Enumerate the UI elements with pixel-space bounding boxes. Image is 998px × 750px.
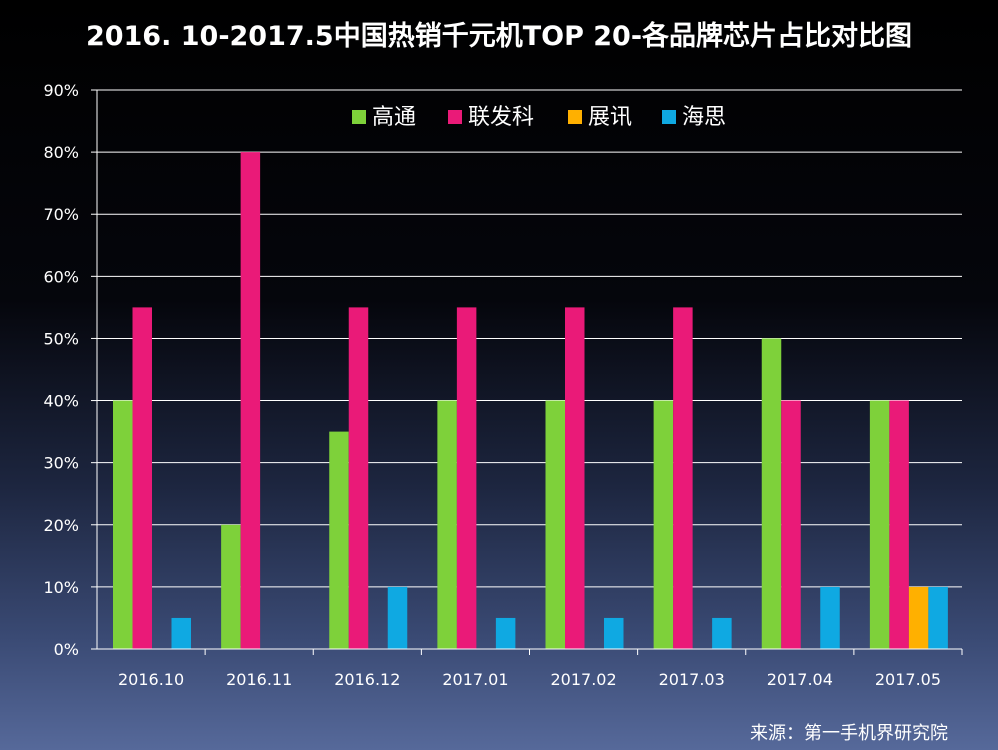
x-tick-label: 2017.05: [875, 670, 941, 689]
bar-2016.10-高通: [113, 400, 133, 649]
legend-label: 联发科: [468, 105, 534, 130]
bar-2017.05-展讯: [908, 586, 929, 649]
y-tick-label: 30%: [43, 454, 79, 473]
y-tick-label: 10%: [43, 578, 79, 597]
x-axis-ticks: 2016.10 2016.11 2016.12 2017.01 2017.02 2017.…: [118, 649, 963, 689]
bar-2017.03-海思: [712, 617, 732, 649]
chart-title: 2016. 10-2017.5中国热销千元机TOP 20-各品牌芯片占比对比图: [85, 21, 913, 52]
x-tick-label: 2017.01: [442, 670, 508, 689]
bar-2017.02-联发科: [565, 307, 585, 649]
bars: [113, 152, 948, 649]
bar-2016.11-联发科: [240, 152, 261, 649]
legend-swatch: [448, 110, 462, 124]
x-tick-label: 2017.04: [767, 670, 833, 689]
y-tick-label: 50%: [43, 329, 79, 348]
legend: 高通 联发科 展讯 海思: [352, 105, 726, 130]
legend-label: 展讯: [588, 105, 632, 130]
source-note: 来源：第一手机界研究院: [750, 723, 948, 744]
bar-2017.03-高通: [653, 400, 674, 649]
grid-lines: [97, 89, 962, 588]
y-tick-label: 0%: [54, 640, 79, 659]
bar-2017.04-联发科: [781, 400, 801, 649]
legend-label: 海思: [682, 105, 726, 130]
x-tick-label: 2016.10: [118, 670, 184, 689]
x-tick-label: 2017.02: [550, 670, 616, 689]
bar-2016.10-海思: [171, 617, 191, 649]
bar-2017.03-联发科: [673, 307, 693, 649]
legend-swatch: [352, 110, 366, 124]
bar-2017.02-高通: [545, 400, 565, 649]
bar-2017.02-海思: [604, 617, 624, 649]
bar-2016.10-联发科: [132, 307, 152, 649]
bar-2017.01-联发科: [456, 307, 477, 649]
legend-label: 高通: [372, 105, 416, 130]
bar-2016.12-海思: [387, 586, 408, 649]
x-tick-label: 2016.11: [226, 670, 292, 689]
bar-2016.11-高通: [221, 524, 241, 649]
bar-2016.12-高通: [329, 431, 349, 649]
bar-2017.05-海思: [928, 586, 948, 649]
bar-2017.05-高通: [869, 400, 890, 649]
bar-2017.04-高通: [761, 338, 782, 649]
bar-2017.04-海思: [820, 586, 840, 649]
legend-swatch: [662, 110, 676, 124]
y-tick-label: 70%: [43, 205, 79, 224]
bar-2016.12-联发科: [348, 307, 369, 649]
x-tick-label: 2016.12: [334, 670, 400, 689]
bar-2017.05-联发科: [889, 400, 909, 649]
y-tick-label: 20%: [43, 516, 79, 535]
y-tick-label: 90%: [43, 81, 79, 100]
y-axis-ticks: 0% 10% 20% 30% 40% 50% 60% 70% 80% 90%: [43, 81, 97, 659]
legend-swatch: [568, 110, 582, 124]
x-tick-label: 2017.03: [659, 670, 725, 689]
bar-2017.01-高通: [437, 400, 457, 649]
y-tick-label: 80%: [43, 143, 79, 162]
y-tick-label: 40%: [43, 392, 79, 411]
bar-2017.01-海思: [495, 617, 516, 649]
y-tick-label: 60%: [43, 267, 79, 286]
